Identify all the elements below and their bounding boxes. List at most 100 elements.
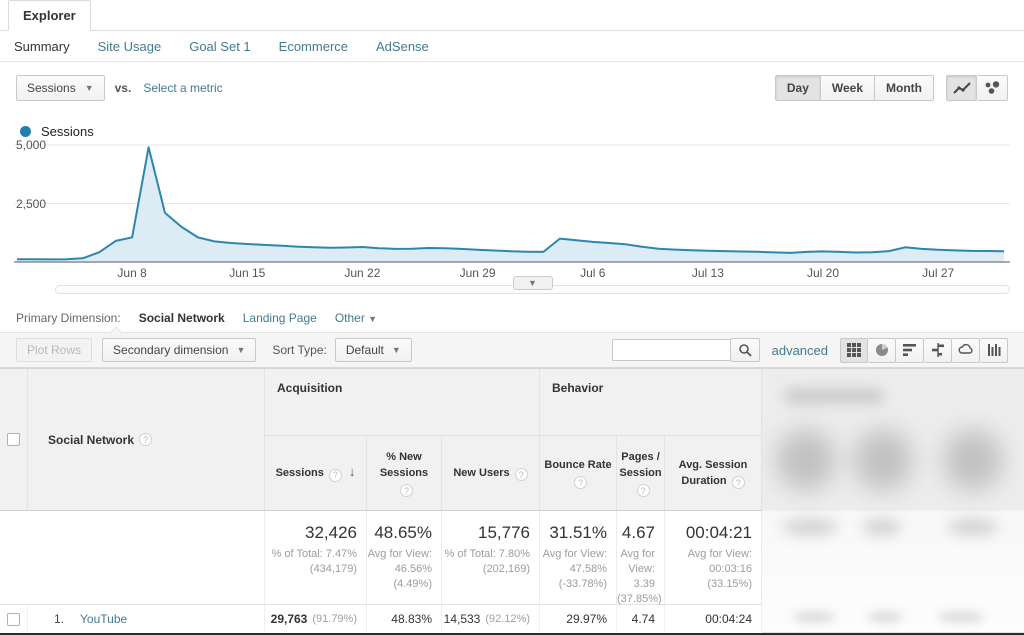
horizontal-bars-icon — [902, 344, 916, 356]
x-tick-label: Jun 15 — [229, 266, 266, 280]
cell-percent: (92.12%) — [485, 613, 530, 625]
x-tick-label: Jun 8 — [117, 266, 147, 280]
cell-sessions: 29,763 (91.79%) — [265, 605, 367, 633]
column-header-social-network[interactable]: Social Network ? — [28, 369, 265, 511]
select-all-cell — [0, 369, 28, 511]
column-header-sessions[interactable]: Sessions? ↓ — [265, 436, 367, 511]
cell-value: 48.83% — [391, 612, 432, 626]
subnav-ecommerce[interactable]: Ecommerce — [278, 38, 349, 54]
performance-view-button[interactable] — [896, 337, 924, 363]
column-header-pages-session[interactable]: Pages / Session? — [617, 436, 665, 511]
totals-value: 00:04:21 — [685, 523, 752, 542]
data-table-view-button[interactable] — [840, 337, 868, 363]
chevron-down-icon: ▼ — [528, 278, 537, 288]
cell-pages-session: 4.74 — [617, 605, 665, 633]
row-select-cell — [0, 605, 28, 633]
chevron-down-icon: ▼ — [368, 314, 378, 324]
tab-explorer[interactable]: Explorer — [8, 0, 91, 31]
column-header-new-users[interactable]: New Users? — [442, 436, 540, 511]
term-cloud-view-button[interactable] — [952, 337, 980, 363]
chevron-down-icon: ▼ — [391, 345, 401, 355]
sort-desc-icon: ↓ — [348, 464, 356, 480]
column-header-bounce-rate[interactable]: Bounce Rate? — [540, 436, 617, 511]
help-icon[interactable]: ? — [328, 468, 342, 482]
dimension-other-dropdown[interactable]: Other ▼ — [335, 311, 377, 325]
row-link-youtube[interactable]: YouTube — [80, 612, 128, 626]
totals-subtext: Avg for View: 00:03:16 (33.15%) — [687, 548, 752, 590]
x-tick-label: Jul 20 — [806, 266, 840, 280]
report-subnav: Summary Site Usage Goal Set 1 Ecommerce … — [0, 31, 1024, 62]
cell-value: 00:04:24 — [705, 612, 752, 626]
totals-new-users: 15,776 % of Total: 7.80% (202,169) — [442, 511, 540, 605]
totals-subtext: Avg for View: 47.58% (-33.78%) — [542, 548, 607, 590]
dimension-social-network[interactable]: Social Network — [138, 311, 225, 325]
subnav-summary[interactable]: Summary — [14, 38, 70, 54]
row-checkbox[interactable] — [7, 612, 20, 626]
totals-new-sessions: 48.65% Avg for View: 46.56% (4.49%) — [367, 511, 442, 605]
cell-new-sessions: 48.83% — [367, 605, 442, 633]
dimension-header-label: Social Network — [48, 432, 135, 447]
chevron-down-icon: ▼ — [84, 83, 94, 93]
dimension-landing-page[interactable]: Landing Page — [242, 311, 317, 325]
percentage-view-button[interactable] — [868, 337, 896, 363]
chart-legend: Sessions — [0, 114, 1024, 140]
metric-dropdown[interactable]: Sessions ▼ — [16, 75, 105, 101]
pie-chart-icon — [875, 343, 888, 356]
granularity-controls: Day Week Month — [774, 75, 1008, 101]
x-tick-label: Jul 13 — [691, 266, 724, 280]
social-network-table: Social Network ? Acquisition Behavior Se… — [0, 368, 1024, 633]
pivot-table-icon — [987, 344, 1000, 356]
subnav-goal-set-1[interactable]: Goal Set 1 — [189, 38, 251, 54]
subnav-adsense[interactable]: AdSense — [376, 38, 429, 54]
column-header-new-sessions[interactable]: % New Sessions? — [367, 436, 442, 511]
help-icon[interactable]: ? — [574, 476, 587, 490]
help-icon[interactable]: ? — [139, 433, 153, 446]
totals-subtext: Avg for View: 3.39 (37.85%) — [617, 548, 662, 605]
comparison-view-button[interactable] — [924, 337, 952, 363]
select-all-checkbox[interactable] — [7, 433, 20, 446]
granularity-day-button[interactable]: Day — [774, 75, 821, 101]
x-tick-label: Jul 27 — [922, 266, 955, 280]
chart-scroll-row: ▼ — [55, 276, 1010, 298]
group-header-behavior: Behavior — [540, 369, 762, 436]
help-icon[interactable]: ? — [731, 476, 745, 490]
blurred-conversions-region — [762, 369, 1024, 633]
search-input[interactable] — [611, 339, 730, 361]
report-tab-bar: Explorer — [0, 0, 1024, 31]
motion-chart-button[interactable] — [977, 75, 1008, 101]
cell-value: 29.97% — [566, 612, 607, 626]
granularity-week-button[interactable]: Week — [820, 75, 876, 101]
sort-type-value: Default — [345, 343, 384, 357]
search-button[interactable] — [729, 338, 760, 362]
x-tick-label: Jun 22 — [344, 266, 381, 280]
select-a-metric-link[interactable]: Select a metric — [143, 81, 223, 95]
granularity-month-button[interactable]: Month — [875, 75, 934, 101]
totals-value: 15,776 — [478, 523, 530, 542]
sort-type-dropdown[interactable]: Default ▼ — [334, 338, 412, 362]
plot-rows-button[interactable]: Plot Rows — [16, 338, 93, 362]
column-label: Avg. Session Duration — [678, 458, 748, 487]
totals-empty-cell — [0, 511, 28, 605]
help-icon[interactable]: ? — [400, 484, 413, 498]
advanced-link[interactable]: advanced — [771, 342, 828, 358]
column-header-avg-session-duration[interactable]: Avg. Session Duration? — [665, 436, 762, 511]
help-icon[interactable]: ? — [514, 468, 528, 482]
chart-type-toggle — [946, 75, 1008, 101]
column-label: New Users — [453, 466, 510, 479]
table-view-buttons — [840, 337, 1008, 363]
table-grid-icon — [847, 343, 861, 357]
subnav-site-usage[interactable]: Site Usage — [97, 38, 162, 54]
cell-new-users: 14,533 (92.12%) — [442, 605, 540, 633]
table-row-name: 1. YouTube — [28, 605, 265, 633]
dimension-other-label: Other — [334, 311, 365, 325]
chart-collapse-handle[interactable]: ▼ — [512, 276, 553, 290]
line-chart-button[interactable] — [946, 75, 977, 101]
pivot-view-button[interactable] — [980, 337, 1008, 363]
x-tick-label: Jul 6 — [580, 266, 606, 280]
secondary-dimension-dropdown[interactable]: Secondary dimension ▼ — [102, 338, 257, 362]
totals-value: 4.67 — [621, 523, 655, 542]
legend-series-label: Sessions — [41, 124, 94, 139]
help-icon[interactable]: ? — [636, 484, 650, 498]
column-label: % New Sessions — [379, 450, 429, 479]
